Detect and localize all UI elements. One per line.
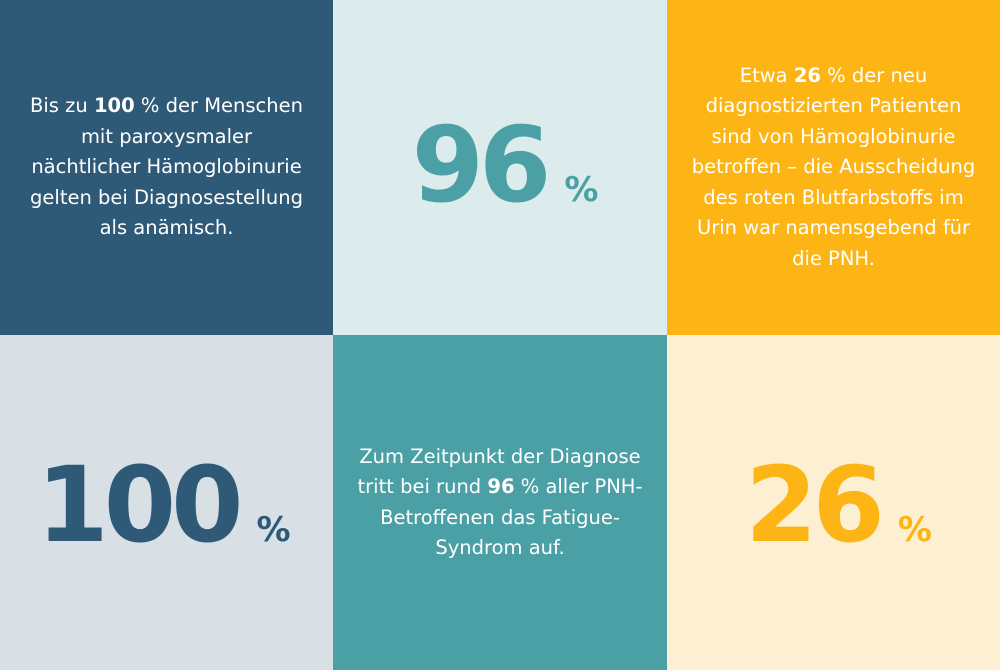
stat-100-value: 100 [36, 443, 243, 566]
hemoglobinuria-text: Etwa 26 % der neu diagnostizierten Patie… [689, 61, 978, 275]
anemia-text-highlight: 100 [93, 94, 135, 118]
fatigue-text-tile: Zum Zeitpunkt der Diagnose tritt bei run… [333, 335, 667, 670]
anemia-text-after: % der Menschen mit paroxysmaler nächtlic… [30, 94, 303, 240]
anemia-text: Bis zu 100 % der Menschen mit paroxysmal… [29, 91, 304, 244]
stat-96-tile: 96 % [333, 0, 667, 335]
stat-100: 100 % [36, 444, 290, 566]
fatigue-text: Zum Zeitpunkt der Diagnose tritt bei run… [358, 442, 643, 564]
anemia-text-tile: Bis zu 100 % der Menschen mit paroxysmal… [0, 0, 333, 335]
stat-26-tile: 26 % [667, 335, 1000, 670]
stat-96-value: 96 [411, 103, 552, 226]
stat-96: 96 % [412, 104, 599, 226]
stat-96-unit: % [564, 169, 599, 210]
hemoglobinuria-text-tile: Etwa 26 % der neu diagnostizierten Patie… [667, 0, 1000, 335]
fatigue-text-after: % aller PNH-Betroffenen das Fatigue-Synd… [380, 475, 643, 559]
fatigue-text-highlight: 96 [487, 475, 515, 498]
hemoglobinuria-text-before: Etwa [739, 63, 794, 87]
stat-26-value: 26 [745, 443, 885, 566]
anemia-text-before: Bis zu [30, 94, 94, 118]
stat-26: 26 % [745, 444, 932, 566]
stat-100-unit: % [256, 509, 291, 550]
stat-100-tile: 100 % [0, 335, 333, 670]
hemoglobinuria-text-highlight: 26 [793, 63, 821, 87]
fatigue-text-before: Zum Zeitpunkt der Diagnose tritt bei run… [357, 444, 641, 499]
stat-26-unit: % [897, 509, 932, 550]
hemoglobinuria-text-after: % der neu diagnostizierten Patienten sin… [691, 63, 976, 270]
